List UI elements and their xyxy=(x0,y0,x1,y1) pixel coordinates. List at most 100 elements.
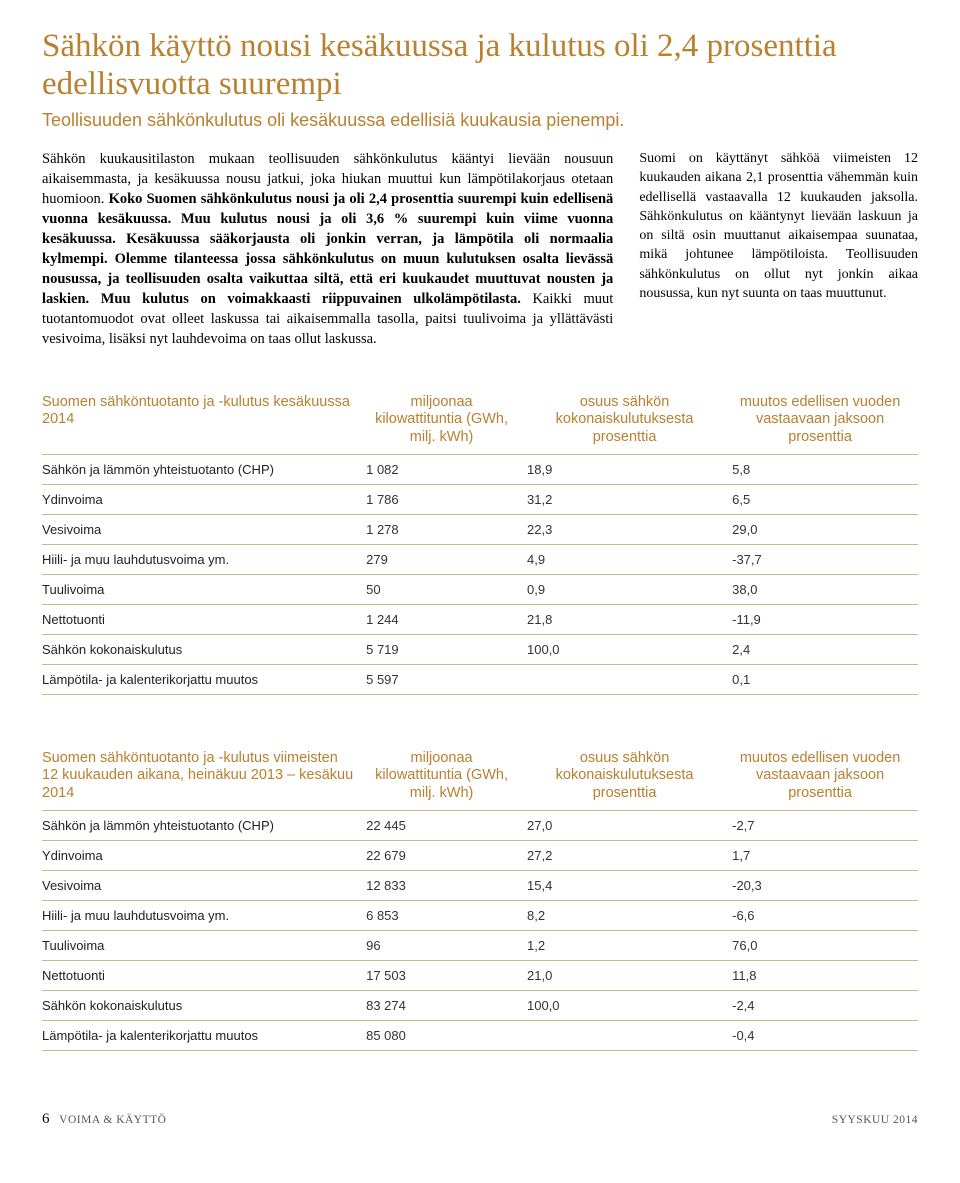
table-cell: 1 278 xyxy=(366,515,527,545)
table-cell: -0,4 xyxy=(732,1021,918,1051)
table-cell: 21,0 xyxy=(527,961,732,991)
table-row: Sähkön ja lämmön yhteistuotanto (CHP)22 … xyxy=(42,811,918,841)
table-cell: 22,3 xyxy=(527,515,732,545)
table-cell: Ydinvoima xyxy=(42,841,366,871)
table-june-2014: Suomen sähköntuotanto ja -kulutus kesäku… xyxy=(42,387,918,695)
table-cell: 22 445 xyxy=(366,811,527,841)
table-cell: Sähkön kokonaiskulutus xyxy=(42,991,366,1021)
table-cell: 27,0 xyxy=(527,811,732,841)
table-row: Lämpötila- ja kalenterikorjattu muutos85… xyxy=(42,1021,918,1051)
table2-body: Sähkön ja lämmön yhteistuotanto (CHP)22 … xyxy=(42,811,918,1051)
table-cell: -20,3 xyxy=(732,871,918,901)
table-row: Nettotuonti17 50321,011,8 xyxy=(42,961,918,991)
table-cell: 85 080 xyxy=(366,1021,527,1051)
table-cell: 11,8 xyxy=(732,961,918,991)
table-cell: 22 679 xyxy=(366,841,527,871)
table-row: Sähkön kokonaiskulutus83 274100,0-2,4 xyxy=(42,991,918,1021)
body-right-column: Suomi on käyttänyt sähköä viimeisten 12 … xyxy=(639,149,918,349)
table-cell: 31,2 xyxy=(527,485,732,515)
table-row: Tuulivoima500,938,0 xyxy=(42,575,918,605)
issue-date: SYYSKUU 2014 xyxy=(832,1114,918,1126)
table-cell: 83 274 xyxy=(366,991,527,1021)
table-cell: 76,0 xyxy=(732,931,918,961)
article-subtitle: Teollisuuden sähkönkulutus oli kesäkuuss… xyxy=(42,110,918,131)
page-number: 6 xyxy=(42,1111,50,1127)
table-cell: 18,9 xyxy=(527,455,732,485)
table-cell: 96 xyxy=(366,931,527,961)
table-cell: 29,0 xyxy=(732,515,918,545)
table1-col3: osuus sähkön kokonaiskulutuksesta prosen… xyxy=(527,387,732,455)
table2-col4: muutos edellisen vuoden vastaavaan jakso… xyxy=(732,743,918,811)
table-cell: Tuulivoima xyxy=(42,575,366,605)
table-cell: -2,7 xyxy=(732,811,918,841)
table-cell: Vesivoima xyxy=(42,515,366,545)
table-cell: 5 597 xyxy=(366,665,527,695)
table-cell xyxy=(527,665,732,695)
table-cell: 100,0 xyxy=(527,635,732,665)
table2-header-title: Suomen sähköntuotanto ja -kulutus viimei… xyxy=(42,743,366,811)
table-row: Vesivoima12 83315,4-20,3 xyxy=(42,871,918,901)
table-cell: 1 786 xyxy=(366,485,527,515)
table-cell: 5 719 xyxy=(366,635,527,665)
table-cell: 38,0 xyxy=(732,575,918,605)
table-row: Lämpötila- ja kalenterikorjattu muutos 5… xyxy=(42,665,918,695)
table-cell: 0,1 xyxy=(732,665,918,695)
table-row: Ydinvoima1 78631,26,5 xyxy=(42,485,918,515)
table-cell: Nettotuonti xyxy=(42,961,366,991)
table-cell: 100,0 xyxy=(527,991,732,1021)
table-cell: 4,9 xyxy=(527,545,732,575)
table-cell: 1 244 xyxy=(366,605,527,635)
table-row: Nettotuonti1 24421,8-11,9 xyxy=(42,605,918,635)
table1-header-title: Suomen sähköntuotanto ja -kulutus kesäku… xyxy=(42,387,366,455)
table-cell: Vesivoima xyxy=(42,871,366,901)
body-left-column: Sähkön kuukausitilaston mukaan teollisuu… xyxy=(42,149,613,349)
table-cell: 17 503 xyxy=(366,961,527,991)
table-row: Sähkön kokonaiskulutus5 719100,02,4 xyxy=(42,635,918,665)
table-12-months: Suomen sähköntuotanto ja -kulutus viimei… xyxy=(42,743,918,1051)
table-cell: Hiili- ja muu lauhdutusvoima ym. xyxy=(42,901,366,931)
table-cell: Ydinvoima xyxy=(42,485,366,515)
table-cell: Sähkön kokonaiskulutus xyxy=(42,635,366,665)
table-cell: Lämpötila- ja kalenterikorjattu muutos xyxy=(42,1021,366,1051)
table-cell: 27,2 xyxy=(527,841,732,871)
table-cell: Tuulivoima xyxy=(42,931,366,961)
body-left-bold: Koko Suomen sähkönkulutus nousi ja oli 2… xyxy=(42,191,613,307)
table-cell: 1 082 xyxy=(366,455,527,485)
table-cell: Hiili- ja muu lauhdutusvoima ym. xyxy=(42,545,366,575)
table2-col2: miljoonaa kilowattituntia (GWh, milj. kW… xyxy=(366,743,527,811)
table1-body: Sähkön ja lämmön yhteistuotanto (CHP)1 0… xyxy=(42,455,918,695)
table-cell: 50 xyxy=(366,575,527,605)
table-cell: Sähkön ja lämmön yhteistuotanto (CHP) xyxy=(42,455,366,485)
table-cell: 6,5 xyxy=(732,485,918,515)
table-cell: 279 xyxy=(366,545,527,575)
table-cell: 0,9 xyxy=(527,575,732,605)
table-cell: Sähkön ja lämmön yhteistuotanto (CHP) xyxy=(42,811,366,841)
magazine-name: VOIMA & KÄYTTÖ xyxy=(59,1114,166,1126)
table-cell: -2,4 xyxy=(732,991,918,1021)
table2-col3: osuus sähkön kokonaiskulutuksesta prosen… xyxy=(527,743,732,811)
table-cell: -11,9 xyxy=(732,605,918,635)
table-row: Sähkön ja lämmön yhteistuotanto (CHP)1 0… xyxy=(42,455,918,485)
table1-col2: miljoonaa kilowattituntia (GWh, milj. kW… xyxy=(366,387,527,455)
table-row: Hiili- ja muu lauhdutusvoima ym.6 8538,2… xyxy=(42,901,918,931)
table-cell: Lämpötila- ja kalenterikorjattu muutos xyxy=(42,665,366,695)
table-cell xyxy=(527,1021,732,1051)
table-cell: 8,2 xyxy=(527,901,732,931)
table-cell: 12 833 xyxy=(366,871,527,901)
table-cell: -37,7 xyxy=(732,545,918,575)
table-cell: 6 853 xyxy=(366,901,527,931)
table-cell: 1,2 xyxy=(527,931,732,961)
table-row: Tuulivoima961,276,0 xyxy=(42,931,918,961)
page-footer: 6 VOIMA & KÄYTTÖ SYYSKUU 2014 xyxy=(42,1111,918,1128)
table-cell: 15,4 xyxy=(527,871,732,901)
table-row: Hiili- ja muu lauhdutusvoima ym.2794,9-3… xyxy=(42,545,918,575)
table-cell: 1,7 xyxy=(732,841,918,871)
table-cell: -6,6 xyxy=(732,901,918,931)
table-row: Vesivoima1 27822,329,0 xyxy=(42,515,918,545)
article-title: Sähkön käyttö nousi kesäkuussa ja kulutu… xyxy=(42,28,918,104)
table1-col4: muutos edellisen vuoden vastaavaan jakso… xyxy=(732,387,918,455)
table-cell: Nettotuonti xyxy=(42,605,366,635)
table-cell: 21,8 xyxy=(527,605,732,635)
table-row: Ydinvoima22 67927,21,7 xyxy=(42,841,918,871)
table-cell: 2,4 xyxy=(732,635,918,665)
